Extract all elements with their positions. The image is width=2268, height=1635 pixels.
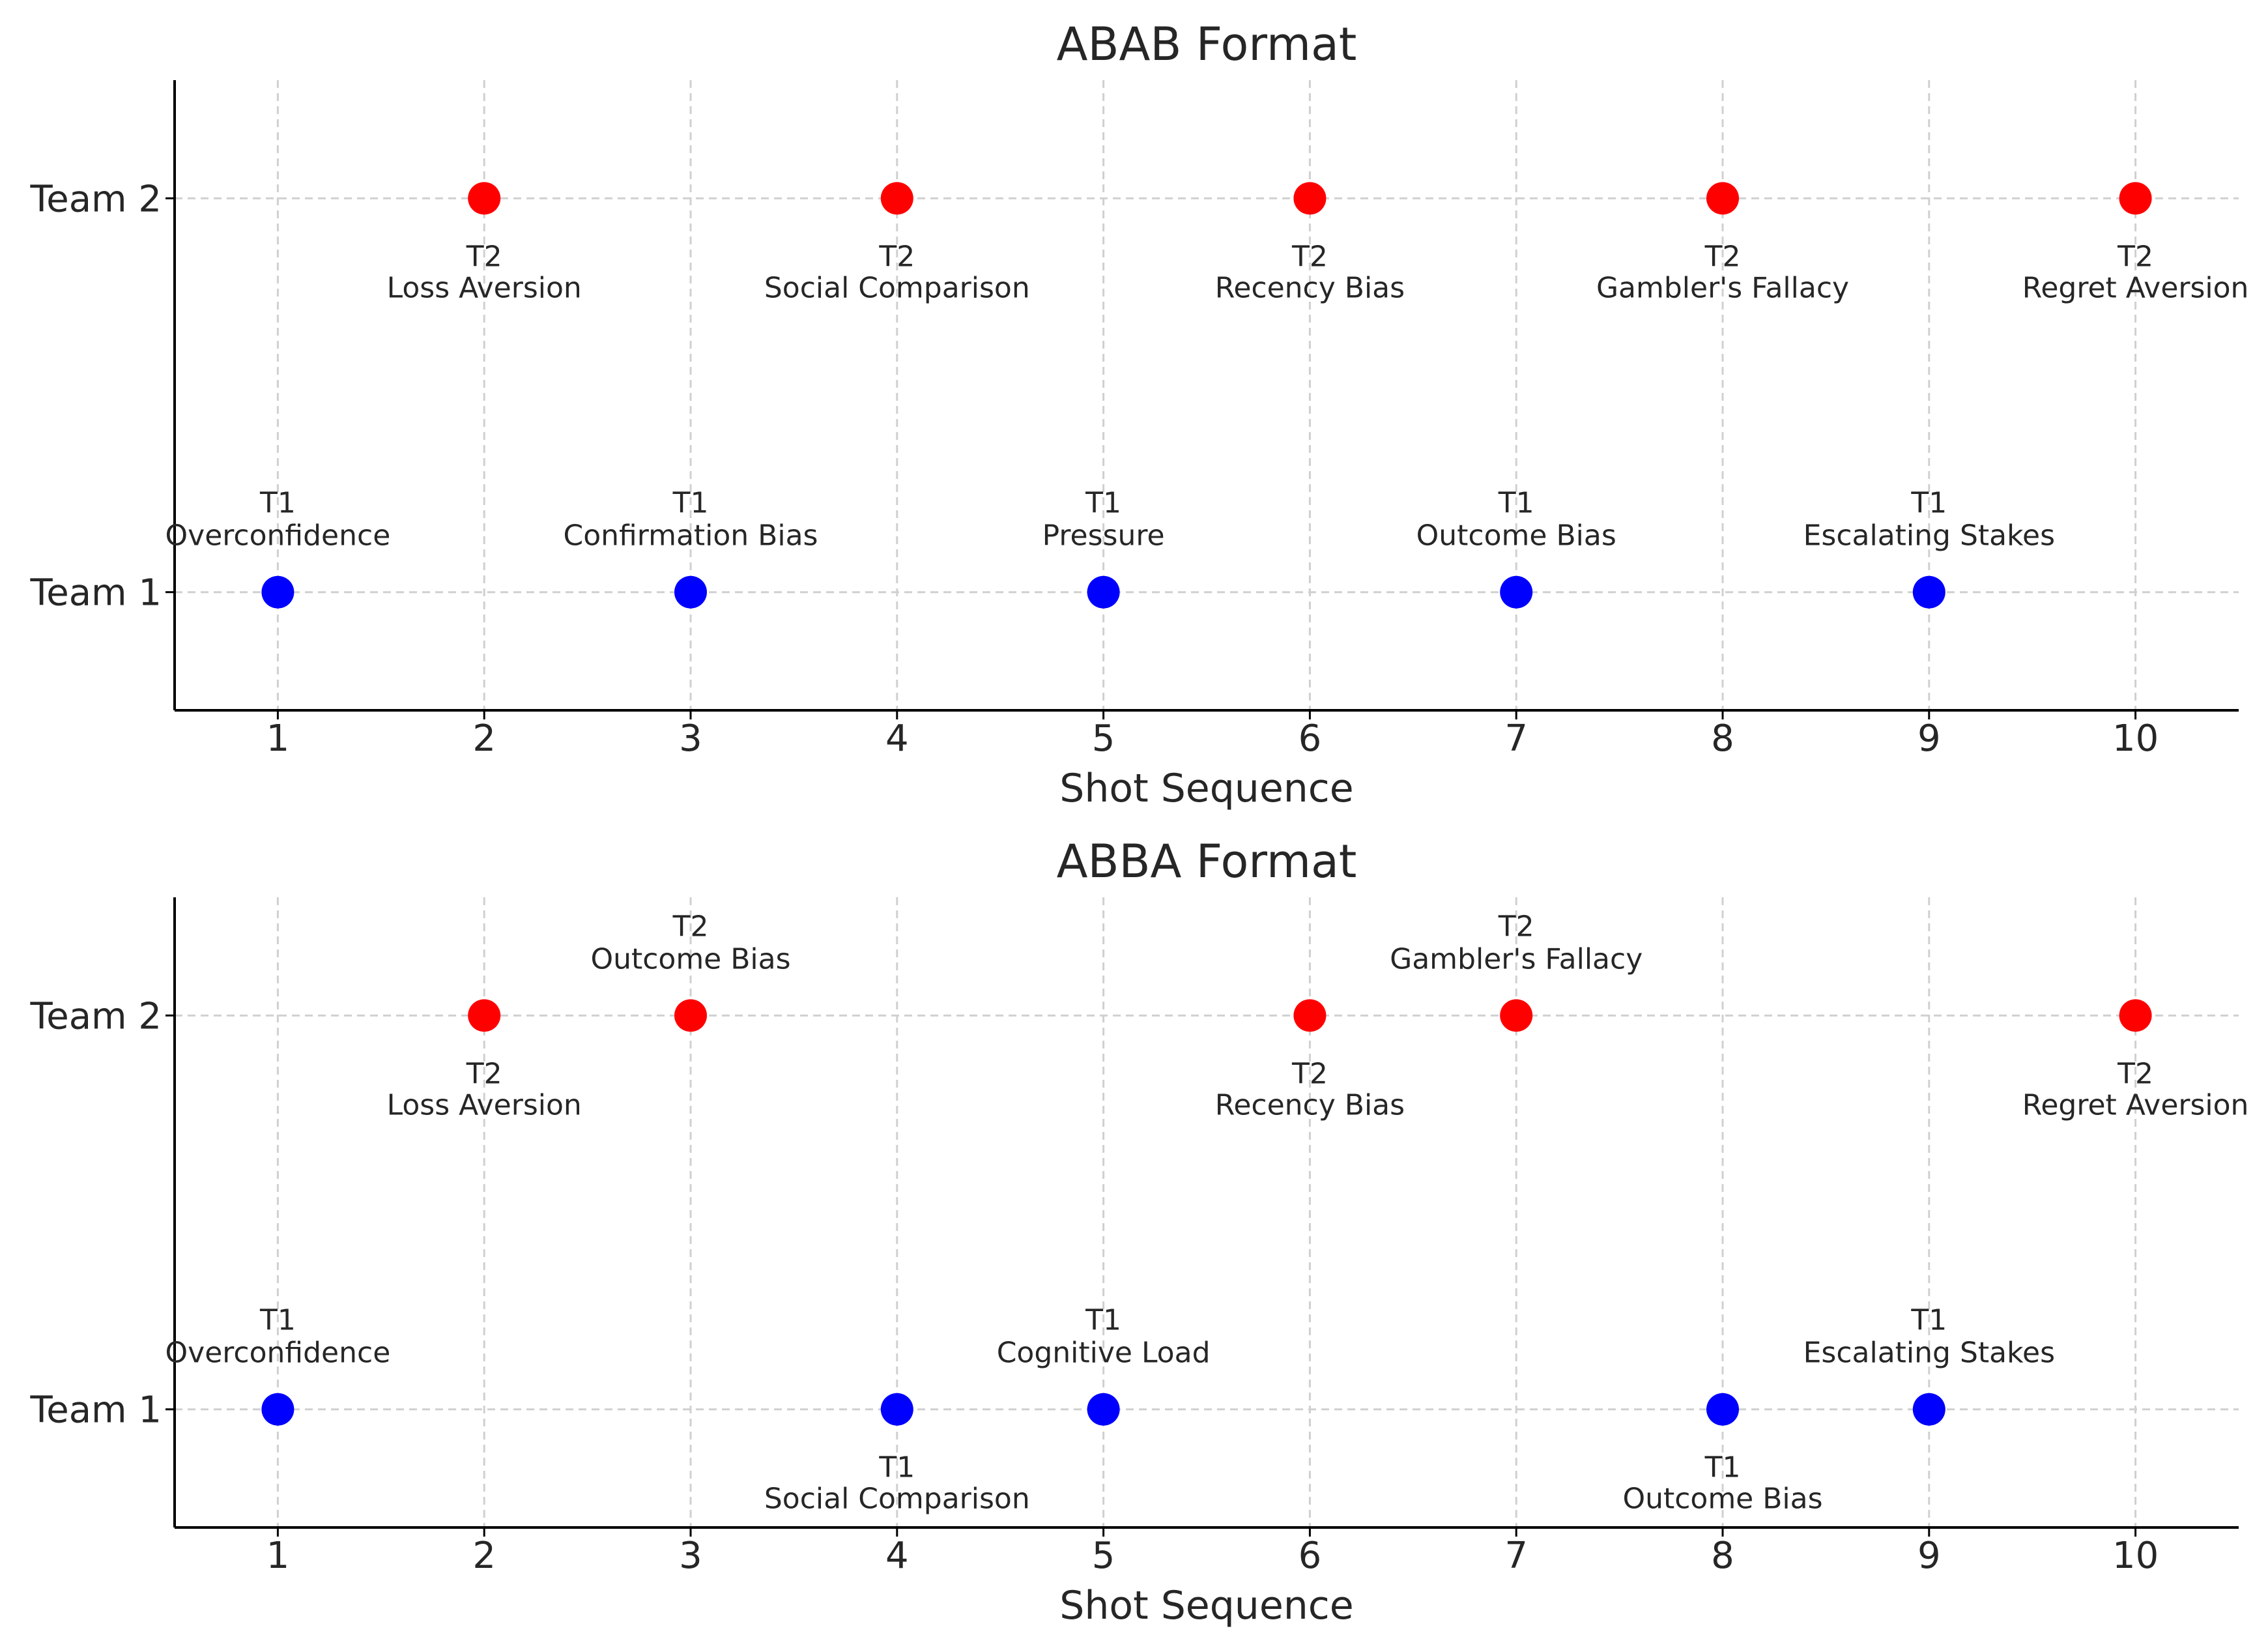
shot-bias-annotation: Recency Bias	[1215, 1088, 1405, 1121]
team2-shot-marker	[468, 182, 501, 215]
shot-team-annotation: T1	[259, 1304, 296, 1337]
shot-bias-annotation: Gambler's Fallacy	[1390, 942, 1643, 976]
shot-team-annotation: T2	[1291, 240, 1328, 273]
shot-bias-annotation: Loss Aversion	[387, 271, 582, 304]
chart-title: ABAB Format	[1057, 18, 1357, 71]
team2-shot-marker	[1706, 182, 1739, 215]
shot-bias-annotation: Outcome Bias	[1416, 519, 1616, 553]
y-tick-label: Team 1	[30, 1389, 162, 1432]
x-tick-label: 6	[1299, 717, 1322, 760]
shot-team-annotation: T2	[2117, 240, 2153, 273]
x-tick-label: 8	[1711, 1535, 1734, 1577]
shot-team-annotation: T2	[466, 1057, 502, 1090]
shot-team-annotation: T2	[2117, 1057, 2153, 1090]
x-tick-label: 3	[679, 717, 702, 760]
shot-bias-annotation: Escalating Stakes	[1803, 1337, 2055, 1370]
x-axis-label: Shot Sequence	[1059, 1583, 1353, 1628]
x-tick-label: 7	[1504, 717, 1528, 760]
shot-team-annotation: T1	[259, 487, 296, 520]
x-tick-label: 10	[2112, 717, 2159, 760]
shot-team-annotation: T2	[878, 240, 915, 273]
shot-team-annotation: T2	[1291, 1057, 1328, 1090]
shot-team-annotation: T1	[1704, 1451, 1741, 1484]
shot-bias-annotation: Confirmation Bias	[564, 519, 818, 553]
shot-team-annotation: T1	[1085, 1304, 1121, 1337]
shot-team-annotation: T1	[878, 1451, 915, 1484]
shot-team-annotation: T1	[1910, 487, 1947, 520]
team2-shot-marker	[468, 999, 501, 1032]
team1-shot-marker	[1500, 575, 1533, 609]
x-tick-label: 7	[1504, 1535, 1528, 1577]
shot-bias-annotation: Outcome Bias	[590, 942, 790, 976]
x-tick-label: 9	[1917, 717, 1941, 760]
team2-shot-marker	[2119, 182, 2152, 215]
shot-team-annotation: T2	[1704, 240, 1741, 273]
x-tick-label: 8	[1711, 717, 1734, 760]
x-tick-label: 1	[266, 717, 290, 760]
shot-bias-annotation: Social Comparison	[764, 271, 1030, 304]
shot-team-annotation: T2	[466, 240, 502, 273]
shot-bias-annotation: Escalating Stakes	[1803, 519, 2055, 553]
shot-team-annotation: T1	[672, 487, 709, 520]
shot-bias-annotation: Overconfidence	[165, 519, 391, 553]
x-tick-label: 5	[1092, 717, 1115, 760]
abba-chart: 1 2 3 4 5 6 7 8 9 10 Team 1 Team 2 ABBA Format Shot S…	[30, 835, 2249, 1628]
team2-shot-marker	[880, 182, 913, 215]
shot-bias-annotation: Loss Aversion	[387, 1088, 582, 1121]
x-tick-label: 10	[2112, 1535, 2159, 1577]
shot-team-annotation: T1	[1910, 1304, 1947, 1337]
shot-bias-annotation: Regret Aversion	[2022, 1088, 2249, 1121]
x-tick-label: 3	[679, 1535, 702, 1577]
x-tick-label: 1	[266, 1535, 290, 1577]
shot-team-annotation: T2	[1498, 910, 1534, 943]
shot-team-annotation: T1	[1498, 487, 1534, 520]
x-tick-label: 9	[1917, 1535, 1941, 1577]
x-tick-label: 2	[472, 717, 496, 760]
team2-shot-marker	[1500, 999, 1533, 1032]
team2-shot-marker	[1293, 999, 1327, 1032]
shot-bias-annotation: Overconfidence	[165, 1337, 391, 1370]
shot-bias-annotation: Regret Aversion	[2022, 271, 2249, 304]
x-tick-label: 4	[885, 1535, 909, 1577]
shot-team-annotation: T1	[1085, 487, 1121, 520]
shot-bias-annotation: Outcome Bias	[1622, 1483, 1822, 1516]
team1-shot-marker	[261, 575, 294, 609]
x-tick-label: 2	[472, 1535, 496, 1577]
x-tick-label: 6	[1299, 1535, 1322, 1577]
shot-bias-annotation: Cognitive Load	[997, 1337, 1211, 1370]
team1-shot-marker	[880, 1393, 913, 1426]
y-tick-label: Team 2	[30, 178, 162, 220]
shot-bias-annotation: Gambler's Fallacy	[1596, 271, 1849, 304]
team2-shot-marker	[2119, 999, 2152, 1032]
y-tick-label: Team 1	[30, 572, 162, 615]
team1-shot-marker	[1087, 1393, 1120, 1426]
shot-bias-annotation: Social Comparison	[764, 1483, 1030, 1516]
shot-bias-annotation: Pressure	[1042, 519, 1165, 553]
x-tick-label: 5	[1092, 1535, 1115, 1577]
team2-shot-marker	[1293, 182, 1327, 215]
y-tick-label: Team 2	[30, 995, 162, 1037]
team1-shot-marker	[674, 575, 707, 609]
x-axis-label: Shot Sequence	[1059, 766, 1353, 811]
team1-shot-marker	[1087, 575, 1120, 609]
team1-shot-marker	[1912, 1393, 1945, 1426]
team1-shot-marker	[1912, 575, 1945, 609]
team2-shot-marker	[674, 999, 707, 1032]
abab-chart: 1 2 3 4 5 6 7 8 9 10 Team 1 Team 2 ABAB Format Shot S…	[30, 18, 2249, 811]
chart-title: ABBA Format	[1057, 835, 1357, 888]
shot-team-annotation: T2	[672, 910, 709, 943]
shot-bias-annotation: Recency Bias	[1215, 271, 1405, 304]
x-tick-label: 4	[885, 717, 909, 760]
team1-shot-marker	[261, 1393, 294, 1426]
team1-shot-marker	[1706, 1393, 1739, 1426]
